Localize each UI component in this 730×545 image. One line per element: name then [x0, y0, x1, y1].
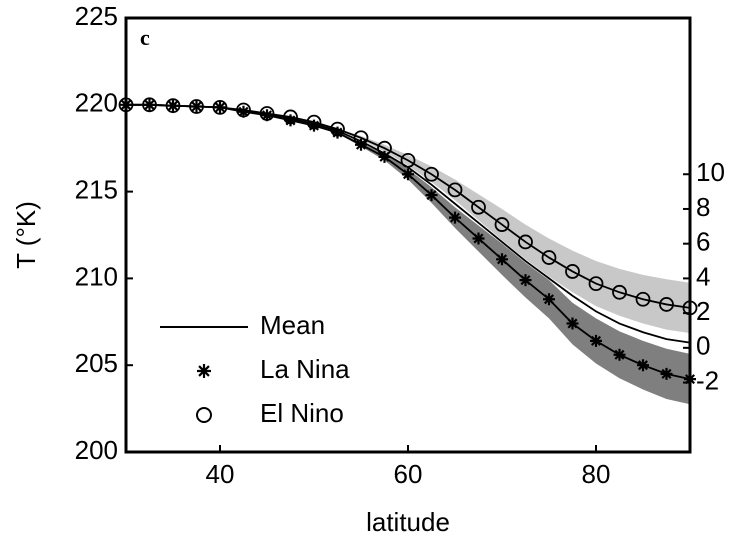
y-tick-label: 225 [75, 1, 118, 31]
y-tick-label: 210 [75, 261, 118, 291]
star-marker [425, 189, 438, 202]
circle-marker [236, 102, 251, 118]
y2-tick-label: 10 [696, 157, 725, 187]
star-marker [660, 367, 673, 380]
star-stroke [519, 274, 532, 287]
star-marker [590, 334, 602, 347]
circle-marker [565, 264, 580, 279]
legend-label: El Nino [260, 398, 344, 428]
circle-marker [494, 217, 510, 232]
y-tick-label: 220 [75, 88, 118, 118]
legend-label: La Nina [260, 354, 350, 384]
circle-marker [424, 166, 439, 182]
x-axis-label: latitude [366, 507, 450, 537]
star-stroke [613, 348, 626, 361]
y-tick-label: 205 [75, 348, 118, 378]
star-stroke [261, 109, 273, 122]
circle-marker [259, 106, 275, 121]
circle-marker [541, 250, 557, 265]
y-axis-label: T (°K) [11, 201, 41, 269]
y2-tick-label: 2 [696, 296, 710, 326]
star-marker [261, 109, 273, 122]
circle-marker [189, 99, 204, 114]
star-stroke [660, 367, 673, 380]
star-stroke [496, 253, 508, 266]
star-stroke [284, 114, 297, 127]
star-stroke [308, 119, 320, 132]
circle-marker [377, 140, 392, 156]
y-tick-label: 215 [75, 174, 118, 204]
circle-marker [471, 199, 486, 215]
star-marker [637, 359, 649, 372]
star-stroke [237, 105, 250, 118]
star-stroke [637, 359, 649, 372]
star-marker [496, 253, 508, 266]
y-tick-label: 200 [75, 435, 118, 465]
circle-marker [635, 291, 651, 307]
star-stroke [425, 189, 438, 202]
circle-marker [659, 297, 674, 312]
legend-label: Mean [260, 310, 325, 340]
star-marker [613, 348, 626, 361]
star-marker [331, 126, 344, 139]
y2-tick-label: 8 [696, 192, 710, 222]
star-stroke [402, 168, 414, 181]
star-stroke [378, 150, 391, 163]
circle-marker [306, 114, 322, 130]
star-stroke [590, 334, 602, 347]
star-marker [378, 150, 391, 163]
circle-marker [212, 100, 228, 115]
circle-marker [330, 121, 345, 137]
y2-tick-label: -2 [696, 365, 719, 395]
star-marker [519, 274, 532, 287]
x-tick-label: 80 [582, 459, 611, 489]
star-marker [308, 119, 320, 132]
star-marker [472, 232, 485, 245]
circle-marker [400, 152, 416, 168]
circle-marker [142, 97, 157, 113]
star-stroke [543, 293, 555, 306]
y2-tick-label: 0 [696, 331, 710, 361]
legend-star [197, 364, 211, 378]
star-marker [402, 168, 414, 181]
y2-tick-label: 6 [696, 227, 710, 257]
circle-marker [283, 109, 298, 125]
circle-marker [165, 98, 181, 114]
circle-marker [588, 276, 604, 292]
panel-label: c [140, 25, 150, 50]
x-tick-label: 40 [206, 459, 235, 489]
circle-marker [353, 130, 369, 146]
star-stroke [566, 317, 579, 330]
star-stroke [331, 126, 344, 139]
band [126, 104, 690, 334]
star-marker [543, 293, 555, 306]
star-marker [284, 114, 297, 127]
series-line [126, 103, 691, 309]
star-marker [449, 211, 461, 224]
star-stroke [472, 232, 485, 245]
star-marker [566, 317, 579, 330]
y2-tick-label: 4 [696, 261, 710, 291]
star-stroke [449, 211, 461, 224]
star-marker [237, 105, 250, 118]
circle-marker [518, 234, 533, 250]
legend-circle [196, 407, 212, 423]
x-tick-label: 60 [394, 459, 423, 489]
plot-frame [124, 16, 692, 454]
circle-marker [447, 182, 463, 198]
circle-marker [612, 284, 627, 300]
band [126, 104, 690, 405]
